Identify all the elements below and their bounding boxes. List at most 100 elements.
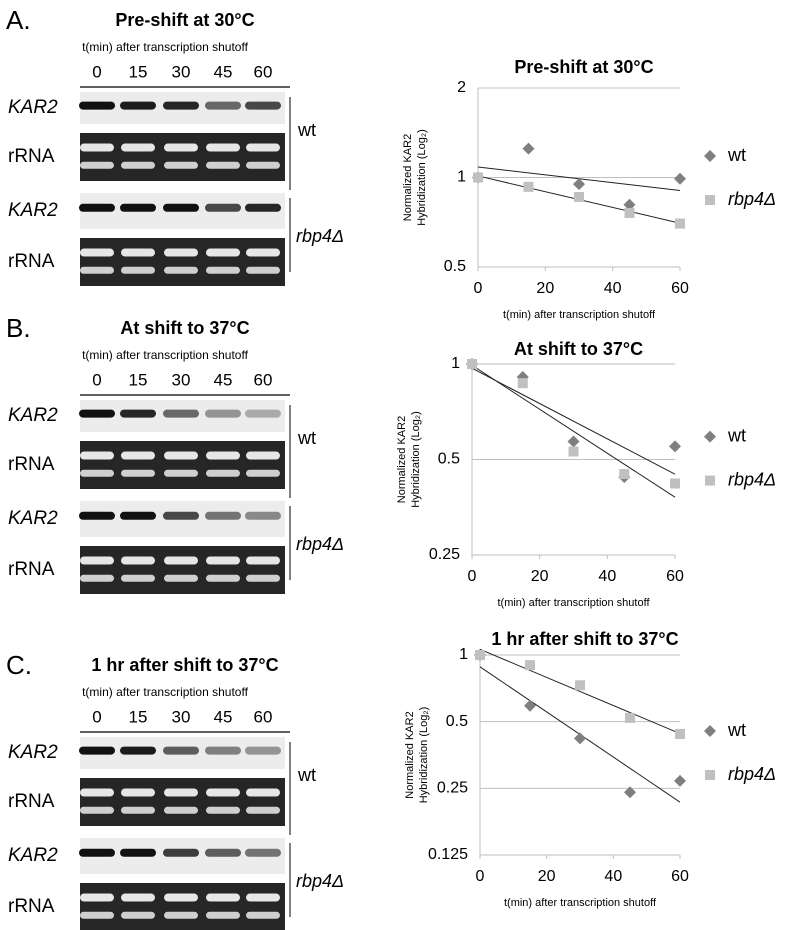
row-label: KAR2 — [8, 742, 58, 763]
data-point — [625, 712, 635, 723]
gel — [80, 546, 285, 594]
time-label: 30 — [172, 370, 191, 389]
trendline — [479, 648, 681, 735]
data-point — [522, 142, 535, 155]
band — [163, 746, 199, 755]
band — [121, 893, 155, 902]
band — [164, 143, 198, 152]
data-point — [674, 774, 686, 787]
band — [164, 911, 198, 919]
legend-marker — [704, 430, 716, 443]
y-tick-label: 0.25 — [429, 546, 460, 563]
row-label: rRNA — [8, 454, 55, 475]
band — [205, 746, 241, 755]
band — [80, 788, 114, 797]
band — [164, 469, 198, 477]
gel — [80, 441, 285, 489]
band — [164, 451, 198, 460]
band — [80, 143, 114, 152]
strain-label: wt — [297, 428, 316, 448]
y-axis-label: Normalized KAR2 — [396, 416, 408, 503]
row-label: KAR2 — [8, 200, 58, 221]
legend-label: rbp4Δ — [728, 469, 776, 489]
legend-label: wt — [727, 720, 746, 740]
y-tick-label: 0.5 — [438, 451, 460, 468]
y-axis-label: Normalized KAR2 — [402, 134, 414, 221]
band — [121, 161, 155, 169]
band — [246, 806, 280, 814]
x-tick-label: 0 — [468, 568, 477, 585]
band — [245, 848, 281, 857]
band — [164, 788, 198, 797]
band — [164, 556, 198, 565]
y-tick-label: 0.25 — [437, 780, 468, 797]
data-point — [624, 207, 635, 218]
band — [206, 911, 240, 919]
row-label: rRNA — [8, 146, 55, 167]
band — [79, 746, 115, 755]
band — [120, 203, 156, 212]
time-label: 15 — [129, 62, 148, 81]
strain-label: wt — [297, 120, 316, 140]
data-point — [473, 172, 483, 183]
data-point — [675, 728, 685, 739]
band — [79, 101, 115, 110]
data-point — [568, 446, 579, 457]
band — [164, 266, 198, 274]
y-axis-label: Hybridization (Log₂) — [418, 707, 430, 804]
time-label: 60 — [254, 707, 273, 726]
gel — [80, 238, 285, 286]
band — [121, 469, 155, 477]
band — [79, 409, 115, 418]
time-label: 0 — [92, 62, 101, 81]
x-tick-label: 20 — [536, 280, 554, 297]
band — [246, 893, 280, 902]
band — [246, 248, 280, 257]
legend-marker — [705, 475, 715, 486]
data-point — [567, 435, 580, 448]
band — [206, 451, 240, 460]
band — [246, 143, 280, 152]
band — [245, 101, 281, 110]
row-label: rRNA — [8, 559, 55, 580]
time-label: 30 — [172, 707, 191, 726]
band — [163, 101, 199, 110]
band — [120, 746, 156, 755]
band — [80, 574, 114, 582]
band — [205, 409, 241, 418]
band — [246, 451, 280, 460]
panel-title: At shift to 37°C — [120, 318, 249, 338]
band — [245, 203, 281, 212]
band — [206, 143, 240, 152]
legend-marker — [705, 195, 715, 206]
chart-title: 1 hr after shift to 37°C — [491, 629, 678, 649]
band — [205, 848, 241, 857]
data-point — [623, 198, 636, 211]
band — [205, 511, 241, 520]
band — [245, 511, 281, 520]
y-tick-label: 1 — [459, 646, 468, 663]
x-tick-label: 60 — [671, 280, 689, 297]
gel — [80, 883, 285, 930]
panel-label: B. — [6, 313, 31, 343]
time-label: 60 — [254, 62, 273, 81]
y-tick-label: 0.125 — [428, 846, 468, 863]
row-label: rRNA — [8, 896, 55, 917]
band — [245, 746, 281, 755]
strain-label: rbp4Δ — [296, 534, 344, 554]
band — [164, 893, 198, 902]
band — [206, 248, 240, 257]
chart-title: Pre-shift at 30°C — [514, 57, 653, 77]
band — [80, 806, 114, 814]
x-axis-label: t(min) after transcription shutoff — [504, 897, 657, 909]
legend-label: wt — [727, 425, 746, 445]
legend-marker — [704, 150, 716, 163]
x-tick-label: 40 — [604, 280, 622, 297]
band — [80, 556, 114, 565]
strain-label: wt — [297, 765, 316, 785]
time-label: 45 — [214, 707, 233, 726]
band — [79, 848, 115, 857]
band — [164, 161, 198, 169]
panel-subtitle: t(min) after transcription shutoff — [82, 685, 249, 699]
panel-label: A. — [6, 5, 31, 35]
